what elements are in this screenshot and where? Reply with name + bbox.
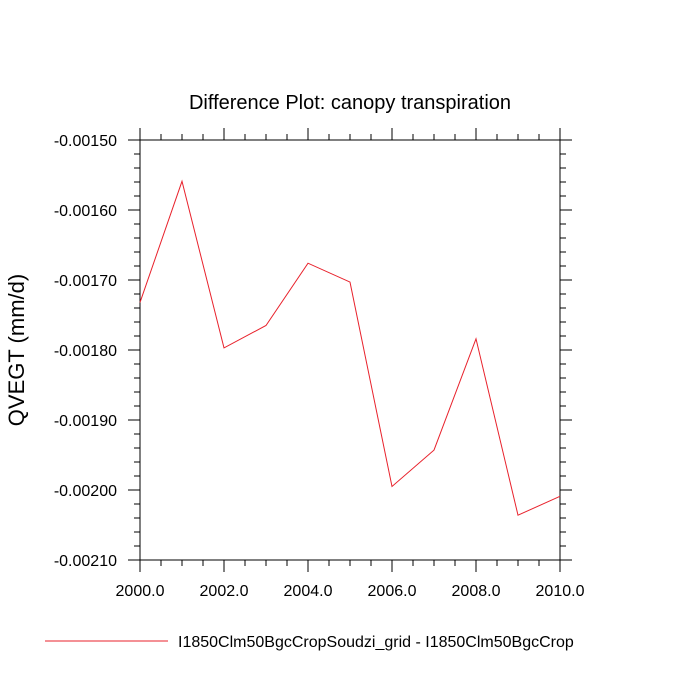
legend-label: I1850Clm50BgcCropSoudzi_grid - I1850Clm5… xyxy=(178,634,574,651)
y-tick-label: -0.00170 xyxy=(54,273,117,290)
x-tick-label: 2002.0 xyxy=(200,583,249,600)
x-tick-label: 2006.0 xyxy=(368,583,417,600)
y-tick-label: -0.00210 xyxy=(54,553,117,570)
x-tick-label: 2010.0 xyxy=(536,583,585,600)
y-tick-label: -0.00190 xyxy=(54,413,117,430)
y-tick-label: -0.00150 xyxy=(54,133,117,150)
axes: 2000.0 2002.0 2004.0 2006.0 2008.0 2010.0 -0.0… xyxy=(54,128,585,600)
series-group xyxy=(139,179,561,516)
y-tick-label: -0.00160 xyxy=(54,203,117,220)
x-tick-label: 2004.0 xyxy=(284,583,333,600)
x-tick-label: 2008.0 xyxy=(452,583,501,600)
y-tick-label: -0.00180 xyxy=(54,343,117,360)
chart-title: Difference Plot: canopy transpiration xyxy=(189,92,511,114)
x-tick-label: 2000.0 xyxy=(116,583,165,600)
y-tick-label: -0.00200 xyxy=(54,483,117,500)
legend: I1850Clm50BgcCropSoudzi_grid - I1850Clm5… xyxy=(45,634,574,651)
plot-frame xyxy=(139,139,561,561)
series-line xyxy=(139,179,561,516)
y-axis-label: QVEGT (mm/d) xyxy=(4,274,29,426)
